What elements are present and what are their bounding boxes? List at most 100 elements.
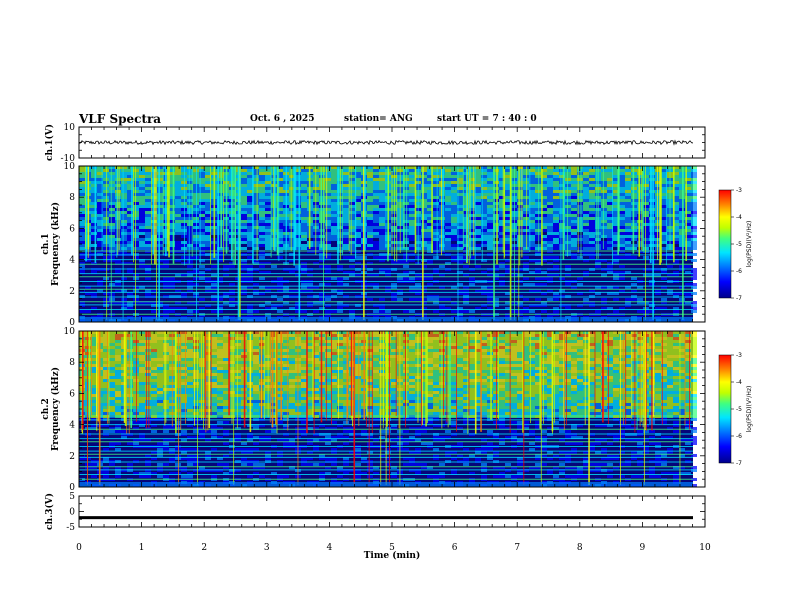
spec-cell	[637, 301, 643, 304]
spec-cell	[133, 382, 139, 385]
spec-cell	[409, 172, 415, 175]
spec-cell	[205, 175, 211, 178]
spec-cell	[325, 238, 331, 241]
spec-cell	[145, 334, 151, 337]
spec-cell	[91, 268, 97, 271]
spec-cell	[547, 235, 553, 238]
spec-cell	[457, 214, 463, 217]
spec-cell	[133, 178, 139, 181]
spec-cell	[571, 247, 577, 250]
spec-cell	[343, 214, 349, 217]
spec-cell	[289, 211, 295, 214]
spec-cell	[463, 229, 469, 232]
spec-cell	[673, 208, 679, 211]
spec-cell	[103, 367, 109, 370]
spec-cell	[535, 217, 541, 220]
spec-cell	[175, 211, 181, 214]
spec-cell	[523, 220, 529, 223]
spec-cell	[319, 283, 325, 286]
spec-cell	[457, 220, 463, 223]
spec-cell	[199, 211, 205, 214]
spec-cell	[157, 331, 163, 334]
spec-cell	[145, 181, 151, 184]
spec-cell	[559, 226, 565, 229]
spec-cell	[355, 208, 361, 211]
spec-cell	[79, 181, 85, 184]
spec-cell	[79, 301, 85, 304]
spec-cell	[145, 205, 151, 208]
spec-cell	[427, 226, 433, 229]
spec-cell	[169, 307, 175, 310]
spec-cell	[151, 361, 157, 364]
spec-cell	[127, 223, 133, 226]
spec-cell	[553, 217, 559, 220]
spec-cell	[169, 427, 175, 430]
spec-cell	[247, 307, 253, 310]
spec-cell	[199, 466, 205, 469]
spec-cell	[487, 235, 493, 238]
spec-cell	[673, 232, 679, 235]
spec-cell	[619, 307, 625, 310]
spec-cell	[133, 217, 139, 220]
spec-cell	[289, 289, 295, 292]
spec-cell	[367, 211, 373, 214]
spec-cell	[109, 301, 115, 304]
spec-cell	[655, 169, 661, 172]
spec-cell	[541, 172, 547, 175]
spec-cell	[235, 358, 241, 361]
spec-cell	[103, 412, 109, 415]
spec-cell	[493, 166, 499, 169]
spec-cell	[667, 265, 673, 268]
spec-cell	[505, 229, 511, 232]
spec-cell	[169, 220, 175, 223]
spec-cell	[559, 232, 565, 235]
spec-cell	[241, 181, 247, 184]
spec-cell	[181, 220, 187, 223]
spec-cell	[307, 286, 313, 289]
spec-cell	[409, 298, 415, 301]
spec-cell	[481, 220, 487, 223]
spec-cell	[121, 205, 127, 208]
spec-cell	[391, 229, 397, 232]
spec-cell	[679, 184, 685, 187]
spec-cell	[217, 172, 223, 175]
spec-cell	[397, 274, 403, 277]
spec-cell	[193, 412, 199, 415]
spec-cell	[535, 238, 541, 241]
spec-cell	[553, 208, 559, 211]
spec-cell	[151, 397, 157, 400]
spec-cell	[145, 463, 151, 466]
spec-cell	[511, 223, 517, 226]
spec-cell	[109, 337, 115, 340]
spec-cell	[523, 298, 529, 301]
spec-cell	[499, 274, 505, 277]
spec-cell	[175, 169, 181, 172]
spec-cell	[571, 226, 577, 229]
spec-cell	[583, 271, 589, 274]
spec-cell	[97, 205, 103, 208]
spec-cell	[253, 178, 259, 181]
spec-cell	[289, 190, 295, 193]
spec-cell	[217, 238, 223, 241]
spec-cell	[493, 232, 499, 235]
spec-cell	[223, 274, 229, 277]
spec-cell	[277, 247, 283, 250]
spec-cell	[655, 292, 661, 295]
spec-cell	[175, 241, 181, 244]
spec-cell	[673, 247, 679, 250]
spec-cell	[193, 190, 199, 193]
spec-cell	[685, 169, 691, 172]
spec-cell	[295, 301, 301, 304]
spec-cell	[199, 217, 205, 220]
spec-cell	[127, 208, 133, 211]
spec-cell	[181, 235, 187, 238]
spec-cell	[619, 166, 625, 169]
spec-cell	[589, 241, 595, 244]
spec-cell	[91, 166, 97, 169]
spec-cell	[145, 268, 151, 271]
spec-cell	[91, 460, 97, 463]
spec-cell	[607, 214, 613, 217]
spec-cell	[169, 184, 175, 187]
spec-cell	[139, 340, 145, 343]
spec-cell	[469, 205, 475, 208]
